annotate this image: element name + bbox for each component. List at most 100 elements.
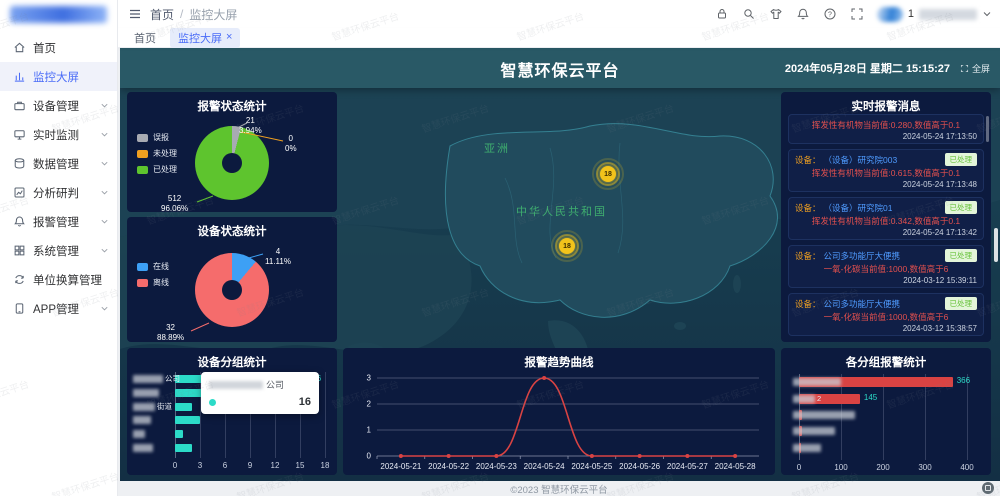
tab-monitor-screen[interactable]: 监控大屏 × [170, 27, 241, 48]
bar [799, 393, 860, 404]
content: 智慧环保云平台 2024年05月28日 星期二 15:15:27 全屏 亚洲 中… [118, 48, 1000, 496]
svg-text:2024-05-22: 2024-05-22 [428, 462, 469, 471]
bar [175, 402, 192, 411]
device-label: 设备： [795, 250, 821, 261]
alarm-time: 2024-05-24 17:13:48 [902, 180, 977, 189]
bar [799, 377, 953, 388]
breadcrumb-separator: / [180, 7, 184, 21]
user-name: 1 [907, 8, 914, 20]
sidebar-item-alarm-mgmt[interactable]: 报警管理 [0, 207, 117, 236]
alarm-message-card[interactable]: 设备： （设备）研究院003 已处理 挥发性有机物当前值:0.615,数值高于0.1 2… [788, 149, 984, 192]
sidebar-item-label: 首页 [33, 42, 56, 55]
theme-skin-icon[interactable] [769, 7, 783, 21]
chevron-down-icon [100, 304, 109, 313]
breadcrumb: 首页 / 监控大屏 [150, 6, 237, 23]
blurred-category-label [793, 409, 855, 421]
svg-text:2024-05-25: 2024-05-25 [571, 462, 612, 471]
map-marker[interactable]: 18 [551, 230, 583, 262]
sidebar-item-label: 分析研判 [33, 187, 79, 200]
sidebar-item-system-mgmt[interactable]: 系统管理 [0, 236, 117, 265]
message-scrollbar[interactable] [986, 116, 989, 142]
legend-item[interactable]: 未处理 [137, 148, 177, 159]
user-menu[interactable]: 1 [876, 6, 992, 22]
status-badge: 已处理 [944, 201, 977, 214]
axis-tick-label: 9 [247, 461, 253, 470]
bell-icon[interactable] [796, 7, 810, 21]
panel-group-alarms: 各分组报警统计 0 100 200 300 400 366 2 145 [781, 348, 991, 475]
tab-home[interactable]: 首页 [126, 28, 164, 48]
sidebar-item-device-mgmt[interactable]: 设备管理 [0, 91, 117, 120]
hamburger-icon[interactable] [128, 7, 142, 21]
sidebar-item-realtime-monitor[interactable]: 实时监测 [0, 120, 117, 149]
chevron-down-icon [100, 101, 109, 110]
blurred-category-label: 2 [793, 393, 821, 405]
breadcrumb-home[interactable]: 首页 [150, 7, 175, 22]
status-badge: 已处理 [944, 153, 977, 166]
alarm-message-list: 挥发性有机物当前值:0.280,数值高于0.1 2024-05-24 17:13:… [788, 114, 984, 338]
panel-alarm-messages: 实时报警消息 挥发性有机物当前值:0.280,数值高于0.1 2024-05-24… [781, 92, 991, 342]
svg-text:1: 1 [367, 426, 372, 435]
sidebar-item-monitor-screen[interactable]: 监控大屏 [0, 62, 117, 91]
axis-tick-label: 0 [172, 461, 178, 470]
search-icon[interactable] [742, 7, 756, 21]
sidebar-item-home[interactable]: 首页 [0, 33, 117, 62]
pie-value-label: 4 11.11% [265, 247, 291, 266]
blurred-category-label: 公司 [133, 374, 180, 384]
alarm-text: 挥发性有机物当前值:0.342,数值高于0.1 [811, 216, 961, 226]
lock-icon[interactable] [715, 7, 729, 21]
legend-item[interactable]: 离线 [137, 277, 169, 288]
axis-tick-label: 300 [918, 463, 932, 472]
alarm-text: 一氧-化碳当前值:1000,数值高于6 [823, 312, 949, 322]
sidebar-item-analysis[interactable]: 分析研判 [0, 178, 117, 207]
tabbar: 首页 监控大屏 × [118, 27, 1000, 48]
user-name-blurred [919, 8, 977, 20]
pie-value-label: 0 0% [285, 134, 297, 153]
series-dot [209, 398, 216, 406]
dashboard-title: 智慧环保云平台 [500, 63, 620, 80]
panel-title: 设备状态统计 [197, 226, 267, 238]
panel-device-status: 设备状态统计 在线 离线 4 11.11% 32 88.89% [127, 217, 337, 342]
sidebar-item-unit-convert[interactable]: 单位换算管理 [0, 265, 117, 294]
legend-item[interactable]: 在线 [137, 261, 169, 272]
bar [175, 430, 184, 439]
chevron-down-icon [100, 159, 109, 168]
alarm-time: 2024-03-12 15:38:57 [902, 324, 977, 333]
bar [175, 443, 192, 452]
svg-text:?: ? [828, 11, 832, 18]
page-scrollbar[interactable] [994, 228, 998, 262]
dashboard-fullscreen-button[interactable]: 全屏 [960, 62, 990, 75]
topbar: 首页 / 监控大屏 ? 1 [118, 0, 1000, 28]
gridline [250, 372, 251, 458]
donut [195, 253, 269, 327]
map-marker[interactable]: 18 [592, 158, 624, 190]
panel-title: 各分组报警统计 [845, 357, 927, 369]
alarm-time: 2024-05-24 17:13:50 [902, 132, 977, 141]
legend-item[interactable]: 误报 [137, 132, 177, 143]
datetime-display: 2024年05月28日 星期二 15:15:27 [784, 63, 950, 75]
sidebar: 首页监控大屏 设备管理 实时监测 数据管理分析研判报警管理 系统管理单位换算管理 APP管… [0, 0, 118, 496]
device-name: 公司多功能厅大便携 [823, 298, 901, 309]
sidebar-item-app-mgmt[interactable]: APP管理 [0, 294, 117, 323]
float-button[interactable] [982, 482, 994, 494]
device-name: 公司多功能厅大便携 [823, 250, 901, 261]
database-icon [13, 157, 26, 170]
alarm-message-card[interactable]: 设备： 公司多功能厅大便携 已处理 一氧-化碳当前值:1000,数值高于6 2024-0… [788, 293, 984, 336]
device-name: （设备）研究院01 [823, 202, 893, 213]
gridline [225, 372, 226, 458]
svg-text:3: 3 [367, 374, 372, 383]
sidebar-item-label: 单位换算管理 [33, 274, 102, 287]
close-icon[interactable]: × [226, 31, 233, 43]
legend-item[interactable]: 已处理 [137, 164, 177, 175]
alarm-message-card[interactable]: 设备： 公司多功能厅大便携 已处理 一氧-化碳当前值:1000,数值高于6 2024-0… [788, 245, 984, 288]
alarm-status-chart: 误报 未处理 已处理 21 3.94% 0 0% 512 96.06% [127, 114, 337, 212]
sidebar-item-data-mgmt[interactable]: 数据管理 [0, 149, 117, 178]
alarm-message-card[interactable]: 挥发性有机物当前值:0.280,数值高于0.1 2024-05-24 17:13:… [788, 114, 984, 144]
fullscreen-icon[interactable] [850, 7, 864, 21]
help-icon[interactable]: ? [823, 7, 837, 21]
alarm-message-card[interactable]: 设备： （设备）研究院01 已处理 挥发性有机物当前值:0.342,数值高于0.1 20… [788, 197, 984, 240]
panel-alarm-status: 报警状态统计 误报 未处理 已处理 21 3.94% 0 0% 512 96.06% [127, 92, 337, 212]
blurred-category-label [793, 442, 821, 454]
axis-tick-label: 15 [295, 461, 305, 470]
dashboard-header: 智慧环保云平台 2024年05月28日 星期二 15:15:27 全屏 [120, 48, 1000, 88]
pie-value-label: 21 3.94% [239, 116, 262, 135]
